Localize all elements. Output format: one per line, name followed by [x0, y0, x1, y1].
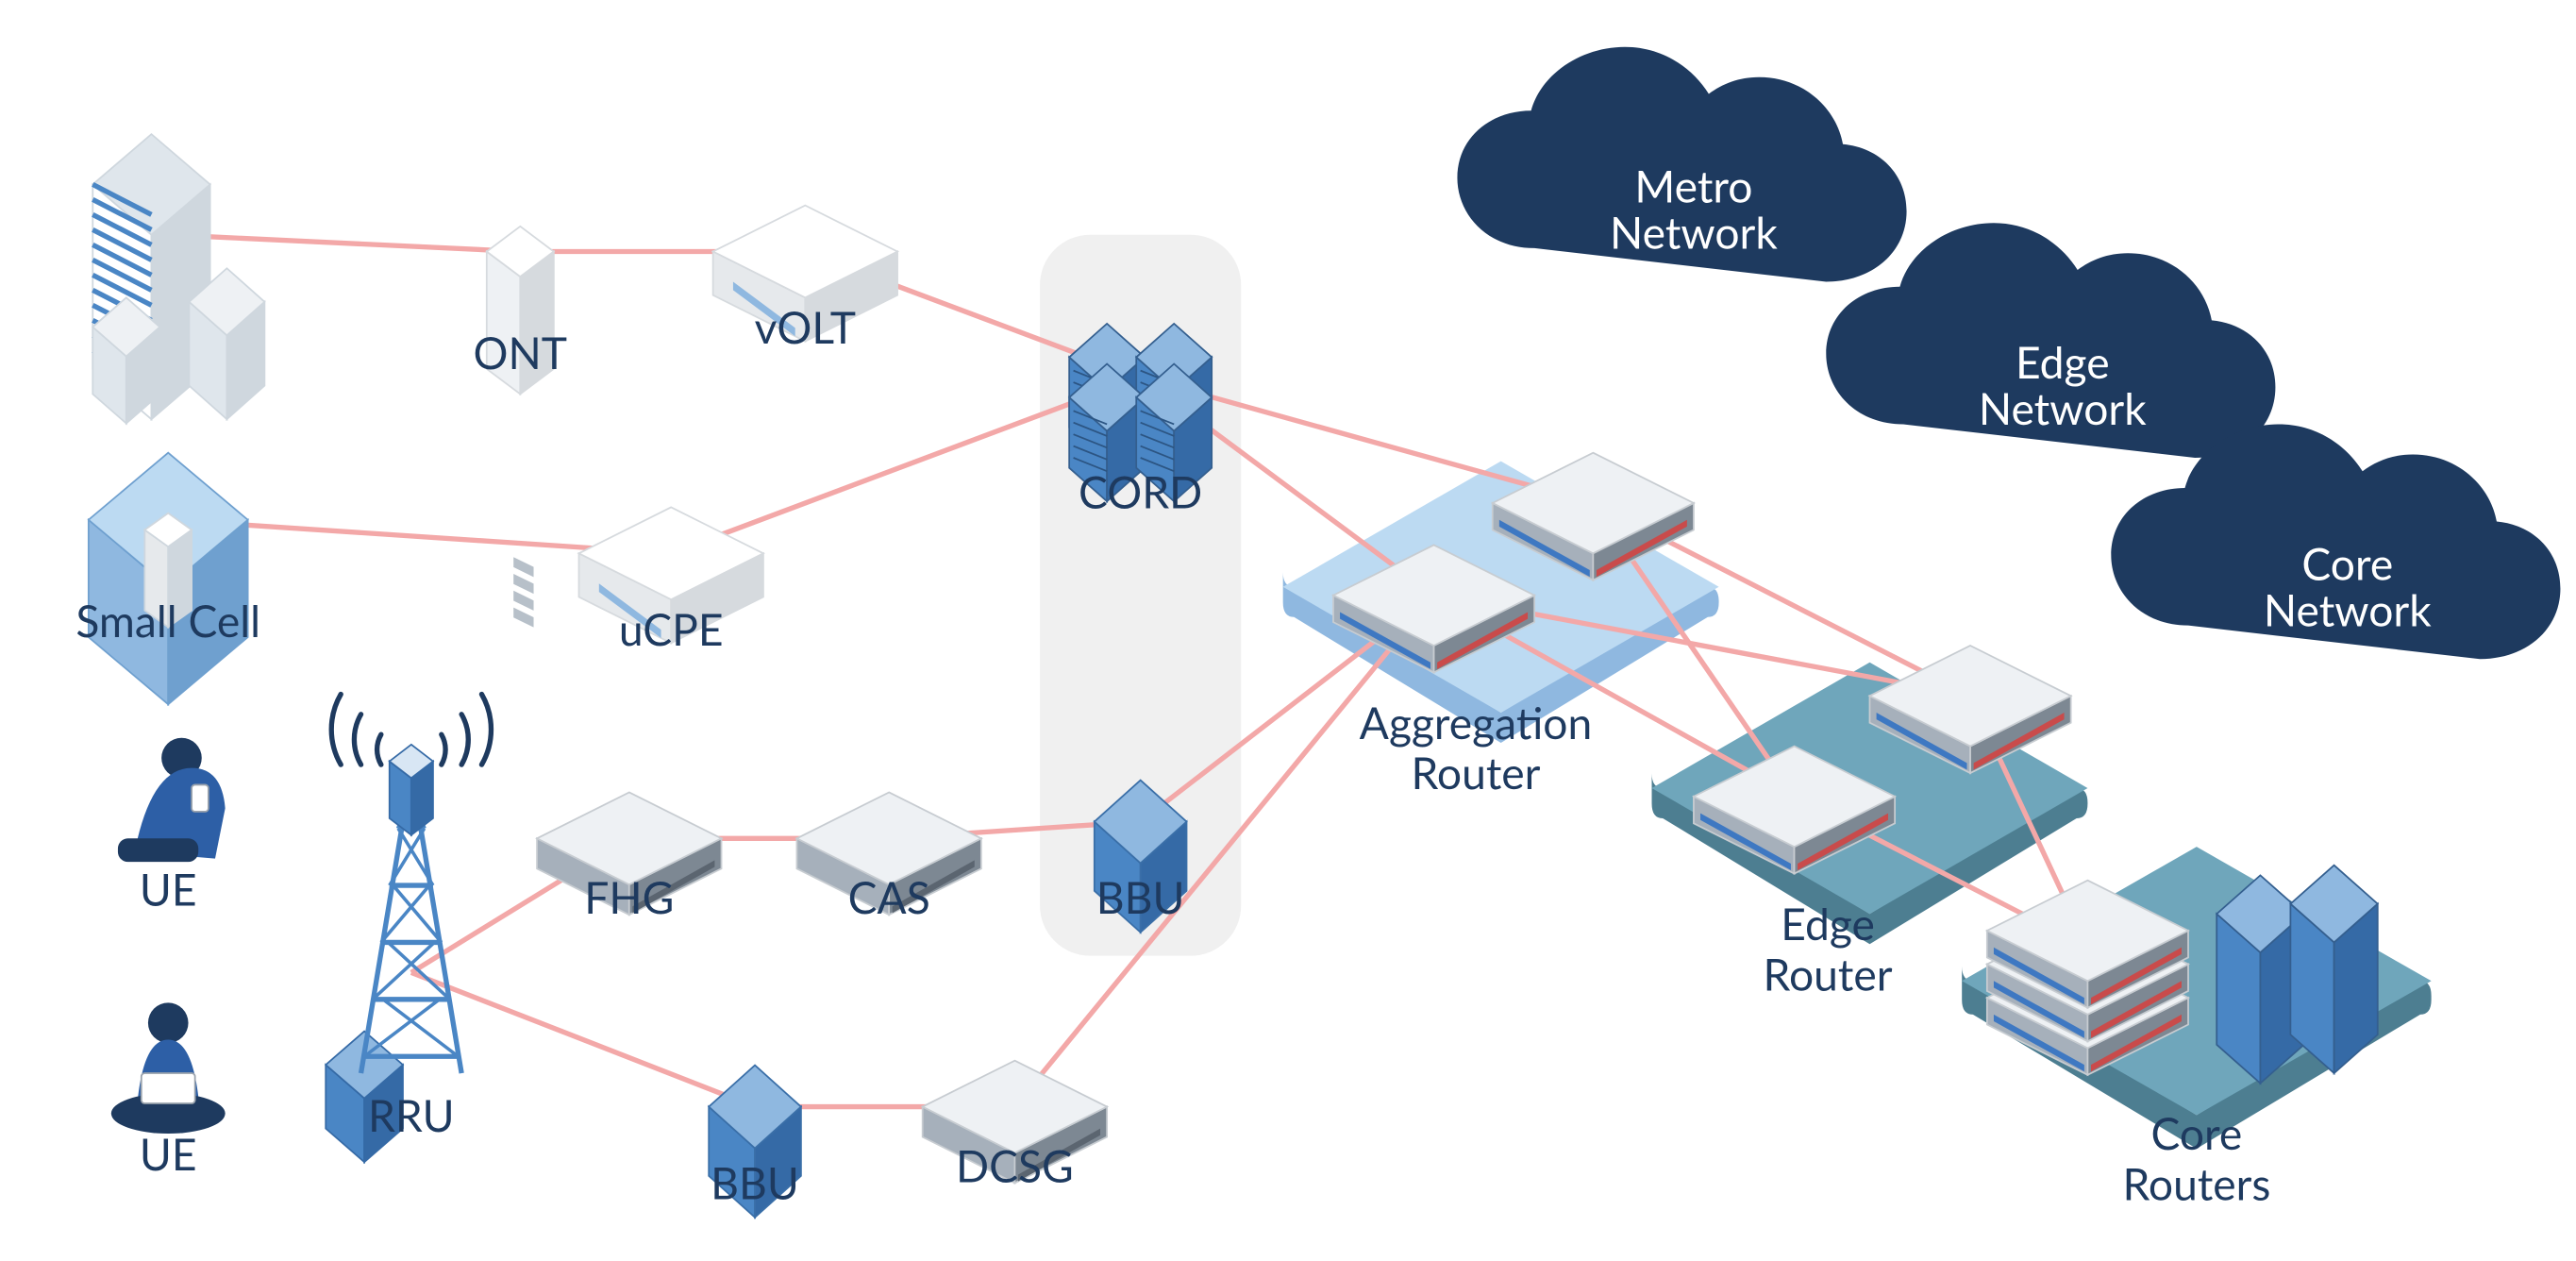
svg-text:Network: Network	[1979, 381, 2147, 434]
edge-rru-bbu2	[411, 972, 755, 1106]
node-core_srv	[2216, 866, 2378, 1084]
svg-text:UE: UE	[140, 1127, 197, 1180]
network-diagram: Small Cell UE UE RRU ONT vOLT uCPE FHG CAS BBU DCS…	[0, 0, 2576, 1261]
svg-text:Router: Router	[1411, 746, 1540, 799]
edge-building-ont	[168, 235, 520, 252]
svg-text:BBU: BBU	[711, 1155, 799, 1208]
svg-text:DCSG: DCSG	[956, 1139, 1074, 1192]
svg-text:ONT: ONT	[474, 326, 568, 378]
svg-text:CAS: CAS	[848, 870, 930, 923]
svg-text:Aggregation: Aggregation	[1360, 696, 1593, 748]
svg-text:uCPE: uCPE	[619, 602, 724, 655]
svg-text:Core: Core	[2301, 536, 2393, 589]
node-building	[92, 134, 264, 423]
svg-text:Network: Network	[1610, 206, 1778, 259]
svg-text:vOLT: vOLT	[755, 300, 856, 353]
node-ue2	[111, 1002, 226, 1134]
svg-text:Edge: Edge	[1781, 897, 1875, 950]
svg-text:Router: Router	[1764, 947, 1893, 1000]
node-smallcell	[89, 453, 248, 704]
svg-text:Metro: Metro	[1634, 160, 1752, 212]
svg-text:UE: UE	[140, 862, 197, 915]
node-ue1	[118, 738, 226, 862]
svg-text:Network: Network	[2264, 582, 2432, 635]
svg-text:Small Cell: Small Cell	[75, 594, 260, 647]
svg-text:CORD: CORD	[1079, 464, 1202, 517]
svg-text:BBU: BBU	[1096, 870, 1185, 923]
node-ont	[487, 227, 554, 628]
svg-text:RRU: RRU	[368, 1088, 455, 1141]
svg-text:Edge: Edge	[2016, 335, 2110, 388]
svg-text:Core: Core	[2150, 1106, 2242, 1159]
svg-text:FHG: FHG	[584, 870, 674, 923]
svg-text:Routers: Routers	[2122, 1156, 2270, 1209]
